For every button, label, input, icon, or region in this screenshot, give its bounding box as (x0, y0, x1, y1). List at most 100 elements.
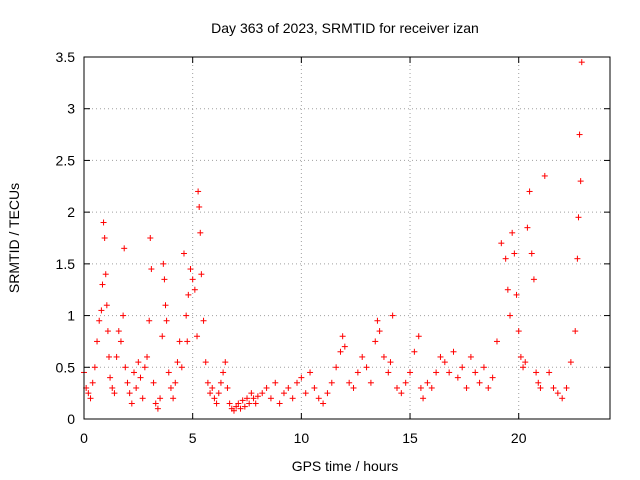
data-point (307, 369, 314, 376)
data-point (263, 384, 270, 391)
data-point (183, 312, 190, 319)
data-point (533, 369, 540, 376)
data-point (185, 291, 192, 298)
data-point (576, 131, 583, 138)
data-point (524, 224, 531, 231)
data-point (504, 286, 511, 293)
data-point (359, 353, 366, 360)
data-point (99, 281, 106, 288)
data-point (215, 390, 222, 397)
data-point (578, 59, 585, 66)
y-tick-label: 1.5 (56, 256, 76, 272)
data-point (204, 379, 211, 386)
data-point (380, 353, 387, 360)
data-point (120, 312, 127, 319)
data-point (502, 255, 509, 262)
data-point (176, 338, 183, 345)
data-point (213, 400, 220, 407)
data-point (254, 393, 261, 400)
data-point (130, 369, 137, 376)
data-point (178, 364, 185, 371)
data-point (189, 276, 196, 283)
data-point (233, 403, 240, 410)
data-point (197, 229, 204, 236)
data-point (157, 395, 164, 402)
y-tick-label: 2.5 (56, 152, 76, 168)
data-point (124, 379, 131, 386)
axis-ticks (83, 56, 610, 420)
data-point (220, 369, 227, 376)
data-point (98, 307, 105, 314)
data-point (159, 333, 166, 340)
data-point (530, 276, 537, 283)
data-points (81, 59, 585, 414)
data-point (96, 317, 103, 324)
data-point (195, 188, 202, 195)
data-point (389, 312, 396, 319)
data-point (417, 384, 424, 391)
data-point (126, 390, 133, 397)
data-point (446, 369, 453, 376)
data-point (328, 379, 335, 386)
data-point (121, 245, 128, 252)
data-point (222, 359, 229, 366)
data-point (526, 188, 533, 195)
grid-lines (84, 57, 610, 419)
data-point (280, 390, 287, 397)
data-point (230, 407, 237, 414)
data-point (407, 369, 414, 376)
data-point (480, 364, 487, 371)
data-point (385, 369, 392, 376)
data-point (393, 384, 400, 391)
data-point (239, 397, 246, 404)
data-point (144, 353, 151, 360)
data-point (150, 379, 157, 386)
data-point (546, 369, 553, 376)
data-point (85, 390, 92, 397)
data-point (294, 379, 301, 386)
x-tick-label: 15 (402, 430, 418, 446)
data-point (102, 271, 109, 278)
data-point (463, 384, 470, 391)
data-point (513, 291, 520, 298)
data-point (324, 390, 331, 397)
data-point (298, 374, 305, 381)
data-point (152, 400, 159, 407)
data-point (202, 359, 209, 366)
data-point (172, 379, 179, 386)
data-point (207, 390, 214, 397)
data-point (428, 384, 435, 391)
data-point (163, 317, 170, 324)
data-point (244, 395, 251, 402)
data-point (196, 203, 203, 210)
data-point (341, 343, 348, 350)
data-point (241, 403, 248, 410)
data-point (115, 328, 122, 335)
data-point (191, 286, 198, 293)
data-point (94, 338, 101, 345)
data-point (472, 369, 479, 376)
data-point (387, 359, 394, 366)
data-point (109, 384, 116, 391)
data-point (515, 328, 522, 335)
data-point (122, 364, 129, 371)
data-point (133, 384, 140, 391)
x-tick-label: 0 (80, 430, 88, 446)
data-point (459, 364, 466, 371)
data-point (200, 317, 207, 324)
data-point (113, 353, 120, 360)
data-point (162, 302, 169, 309)
data-point (517, 353, 524, 360)
y-tick-label: 2 (67, 204, 75, 220)
data-point (339, 333, 346, 340)
data-point (161, 276, 168, 283)
data-point (217, 379, 224, 386)
data-point (267, 395, 274, 402)
data-point (289, 395, 296, 402)
data-point (437, 353, 444, 360)
data-point (141, 364, 148, 371)
data-point (441, 359, 448, 366)
data-point (398, 390, 405, 397)
x-tick-labels: 0 5 10 15 20 (80, 430, 527, 446)
data-point (450, 348, 457, 355)
